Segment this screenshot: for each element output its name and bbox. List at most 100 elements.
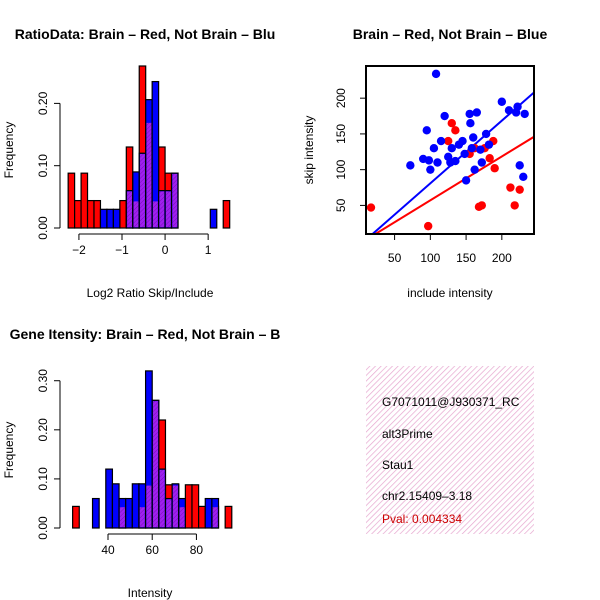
blue-bar [91, 497, 100, 529]
red-point [515, 185, 524, 194]
red-point [366, 203, 376, 212]
info-id: G7071011@J930371_RC [382, 395, 520, 409]
red-bar [191, 484, 200, 529]
blue-point [447, 144, 456, 153]
y-tick-label: 200 [334, 88, 348, 108]
overlap-bar [127, 191, 132, 228]
overlap-bar [166, 499, 172, 528]
red-bar [72, 505, 80, 529]
overlap-bar [172, 173, 178, 228]
blue-point [504, 106, 514, 115]
red-point [490, 164, 499, 173]
red-bar [74, 199, 82, 229]
ratio-bars [67, 65, 231, 229]
y-tick-label: 50 [334, 198, 348, 212]
scatter-ylabel: skip intensity [302, 116, 316, 185]
blue-point [466, 118, 475, 128]
blue-bar [131, 483, 140, 529]
overlap-bar [133, 201, 139, 228]
overlap-bar [119, 507, 125, 528]
y-tick-label: 0.00 [36, 216, 50, 240]
red-point [510, 201, 519, 210]
y-tick-label: 0.10 [36, 467, 50, 491]
intensity-bars [72, 370, 233, 529]
overlap-bar [152, 201, 158, 228]
overlap-bar [140, 154, 145, 228]
overlap-bar [172, 485, 178, 528]
scatter-xlabel: include intensity [407, 286, 492, 300]
blue-point [451, 156, 460, 166]
overlap-bar [159, 191, 165, 228]
blue-point [520, 109, 529, 119]
red-bar [224, 505, 233, 529]
red-point [477, 201, 487, 210]
ratio-histogram: RatioData: Brain – Red, Not Brain – Blu … [2, 26, 275, 300]
blue-point [465, 109, 474, 119]
blue-point [433, 158, 442, 167]
x-tick-label: 200 [492, 251, 512, 265]
red-bar [80, 172, 89, 229]
y-tick-label: 100 [334, 159, 348, 179]
scatter-plot: Brain – Red, Not Brain – Blue 50 100 150 20… [302, 26, 547, 300]
y-tick-label: 0.10 [36, 154, 50, 178]
x-tick-label: −2 [72, 243, 86, 257]
x-tick-label: −1 [115, 243, 129, 257]
y-tick-label: 0.00 [36, 516, 50, 540]
x-tick-label: 40 [101, 543, 115, 557]
red-bar [86, 199, 95, 229]
blue-point [436, 136, 446, 146]
x-tick-label: 0 [162, 243, 169, 257]
ratio-axes: −2 −1 0 1 0.00 0.10 0.20 [36, 91, 212, 257]
blue-point [422, 126, 431, 135]
blue-point [429, 144, 439, 153]
red-point [447, 118, 456, 128]
ratio-title: RatioData: Brain – Red, Not Brain – Blu [15, 26, 276, 42]
intensity-ylabel: Frequency [2, 422, 16, 479]
overlap-bar [212, 507, 218, 528]
blue-point [513, 102, 522, 111]
blue-point [440, 111, 449, 121]
red-bar [119, 199, 127, 229]
blue-point [481, 129, 491, 139]
red-bar [93, 199, 102, 229]
intensity-xlabel: Intensity [128, 586, 173, 600]
overlap-bar [159, 469, 165, 528]
y-tick-label: 0.20 [36, 91, 50, 115]
blue-point [470, 165, 479, 174]
blue-point [424, 156, 434, 165]
red-bar [184, 484, 193, 529]
info-pval: Pval: 0.004334 [382, 512, 462, 526]
blue-bar [105, 468, 114, 529]
x-tick-label: 100 [420, 251, 440, 265]
red-bar [222, 199, 231, 229]
scatter-inner [366, 69, 534, 234]
red-bar [198, 505, 206, 529]
blue-point [406, 161, 415, 170]
intensity-histogram: Gene Itensity: Brain – Red, Not Brain – … [2, 326, 280, 600]
blue-point [497, 97, 507, 106]
info-event: alt3Prime [382, 427, 433, 441]
blue-bar [111, 483, 120, 529]
red-bar [67, 172, 76, 229]
intensity-axes: 40 60 80 0.00 0.10 0.20 0.30 [36, 369, 203, 557]
blue-point [460, 149, 469, 159]
blue-point [484, 140, 494, 149]
scatter-axes: 50 100 150 200 50 100 150 200 [334, 65, 535, 265]
red-point [506, 183, 515, 192]
x-tick-label: 50 [388, 251, 402, 265]
red-fit-line [373, 135, 534, 234]
scatter-marks [366, 69, 534, 234]
blue-point [458, 136, 467, 146]
blue-point [472, 108, 482, 117]
x-tick-label: 60 [146, 543, 160, 557]
intensity-title: Gene Itensity: Brain – Red, Not Brain – … [10, 326, 281, 342]
blue-bar [209, 208, 218, 229]
blue-point [431, 69, 441, 79]
blue-point [476, 145, 485, 154]
red-point [423, 221, 433, 231]
blue-point [461, 176, 471, 185]
info-location: chr2.15409–3.18 [382, 489, 472, 503]
red-point [451, 126, 460, 135]
blue-bar [112, 208, 121, 229]
info-gene: Stau1 [382, 458, 414, 472]
